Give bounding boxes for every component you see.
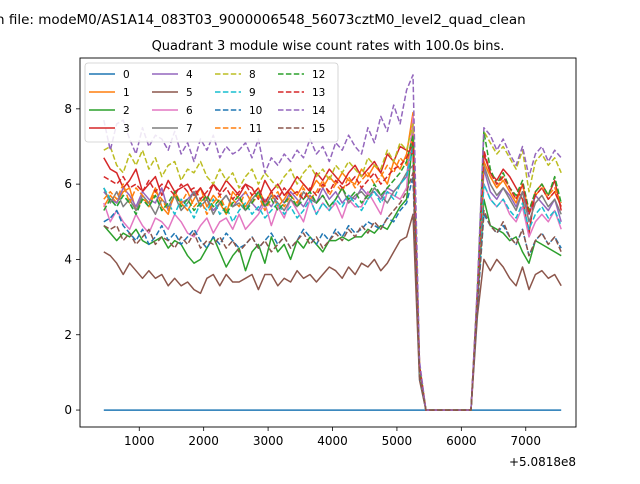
legend-label-11: 11 <box>249 123 262 135</box>
legend-label-7: 7 <box>186 123 193 135</box>
series-line-10 <box>103 175 562 411</box>
axes-layer: 1000 2000 3000 4000 5000 6000 7000 0 2 4 6 8 <box>64 102 541 448</box>
legend-label-0: 0 <box>123 69 130 81</box>
x-tick-label: 5000 <box>382 434 413 448</box>
y-tick-label: 2 <box>64 328 72 342</box>
series-line-15 <box>103 172 562 411</box>
figure-suptitle: n file: modeM0/AS1A14_083T03_9000006548_… <box>0 12 526 28</box>
legend-label-1: 1 <box>123 87 130 99</box>
legend-label-12: 12 <box>312 69 325 81</box>
y-tick-label: 6 <box>64 177 72 191</box>
y-tick-label: 0 <box>64 403 72 417</box>
x-tick-label: 4000 <box>317 434 348 448</box>
series-line-5 <box>103 213 562 411</box>
y-tick-label: 4 <box>64 252 72 266</box>
legend-label-3: 3 <box>123 123 130 135</box>
legend-label-6: 6 <box>186 105 193 117</box>
series-line-12 <box>103 130 562 411</box>
series-line-3 <box>103 145 562 411</box>
series-line-14 <box>103 74 562 411</box>
legend-box <box>84 62 339 143</box>
x-tick-label: 1000 <box>124 434 155 448</box>
x-tick-label: 3000 <box>253 434 284 448</box>
series-line-11 <box>103 134 562 411</box>
legend-label-10: 10 <box>249 105 262 117</box>
x-offset-label: +5.0818e8 <box>509 455 576 469</box>
x-tick-label: 2000 <box>188 434 219 448</box>
legend-label-13: 13 <box>312 87 325 99</box>
legend-label-4: 4 <box>186 69 193 81</box>
legend-label-8: 8 <box>249 69 256 81</box>
chart-title: Quadrant 3 module wise count rates with … <box>152 39 505 54</box>
x-tick-label: 7000 <box>510 434 541 448</box>
legend-label-2: 2 <box>123 105 130 117</box>
legend-label-5: 5 <box>186 87 193 99</box>
legend-label-15: 15 <box>312 123 325 135</box>
series-line-8 <box>103 123 562 411</box>
legend-label-9: 9 <box>249 87 256 99</box>
legend-label-14: 14 <box>312 105 326 117</box>
series-layer <box>103 74 562 411</box>
plot-frame <box>79 57 577 428</box>
series-line-13 <box>103 141 562 411</box>
y-tick-label: 8 <box>64 102 72 116</box>
x-tick-label: 6000 <box>446 434 477 448</box>
